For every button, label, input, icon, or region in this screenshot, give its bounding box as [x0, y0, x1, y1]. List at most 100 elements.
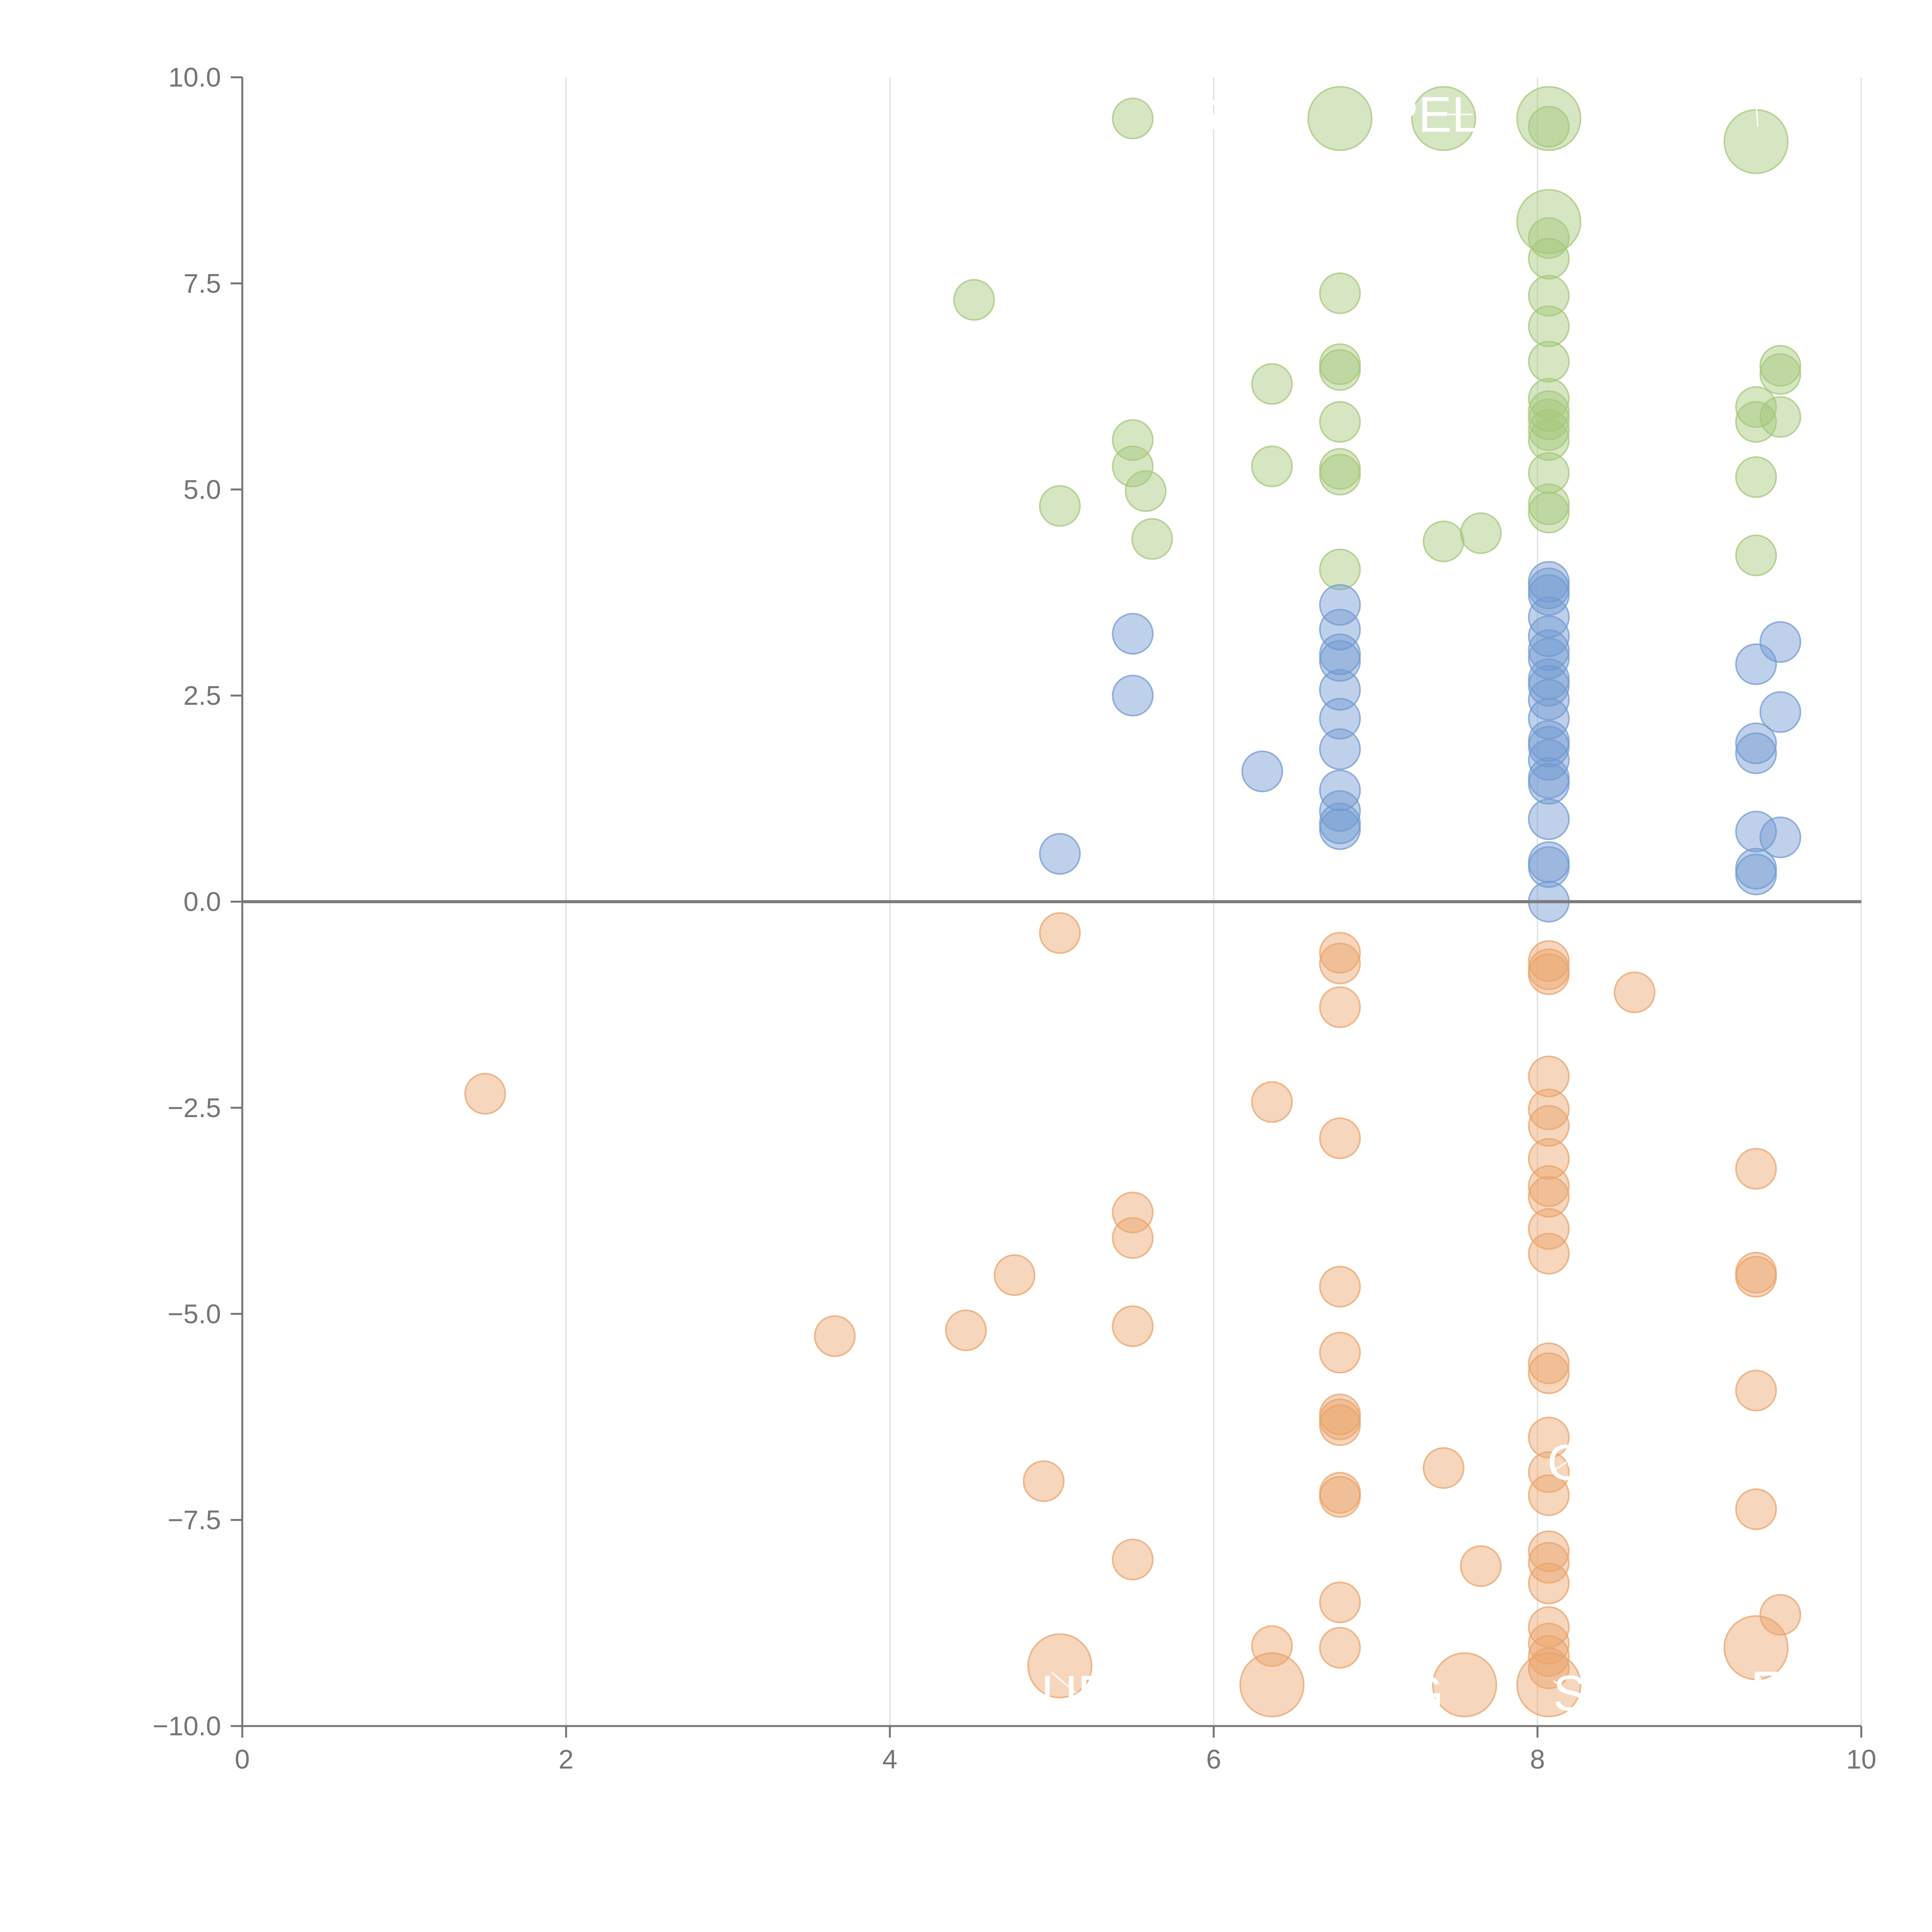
negative-point — [1528, 1176, 1570, 1218]
positive_high-point — [1112, 446, 1154, 488]
callout-label: E — [1751, 1661, 1784, 1717]
positive_low-point — [1319, 609, 1361, 651]
y-tick-label: −2.5 — [168, 1093, 221, 1123]
negative-point — [1460, 1545, 1502, 1587]
positive_high-point — [1528, 390, 1570, 432]
negative-point — [1735, 1369, 1777, 1412]
positive_high-point — [1319, 401, 1361, 443]
negative-point — [1735, 1148, 1777, 1190]
positive_high-point — [1307, 86, 1373, 151]
positive_low-point — [1319, 808, 1361, 850]
positive_high-point — [1131, 518, 1173, 560]
positive_high-point — [1125, 470, 1167, 512]
positive_high-point — [1528, 275, 1570, 317]
positive_low-point — [1528, 629, 1570, 671]
positive_low-point — [1528, 574, 1570, 616]
callout-leader-line — [1553, 1461, 1567, 1471]
negative-point — [1239, 1652, 1305, 1718]
x-tick-label: 2 — [559, 1744, 574, 1774]
positive_high-point — [1251, 446, 1293, 488]
positive_low-point — [1528, 846, 1570, 888]
negative-point — [1528, 1622, 1570, 1665]
positive_high-point — [1319, 343, 1361, 385]
negative-point — [1528, 1562, 1570, 1604]
annotation-layer: S PEL ' UE G S G E — [1041, 70, 1784, 1721]
positive_high-point — [1735, 534, 1777, 577]
positive_low-point — [1759, 816, 1801, 859]
positive_high-point — [953, 279, 995, 321]
callout-label: ' — [1751, 70, 1761, 126]
negative-point — [1528, 1451, 1570, 1493]
positive_low-point — [1241, 750, 1283, 793]
y-tick-label: 5.0 — [184, 474, 221, 505]
negative-point — [1528, 1474, 1570, 1516]
positive_low-point — [1319, 669, 1361, 711]
negative-point — [1528, 1105, 1570, 1147]
negative-point — [1528, 1233, 1570, 1275]
positive_low-point — [1735, 854, 1777, 896]
negative-point — [1027, 1633, 1093, 1699]
positive_high-point — [1528, 419, 1570, 461]
negative-point — [1319, 1117, 1361, 1159]
negative-point — [1251, 1081, 1293, 1123]
y-tick-label: −10.0 — [153, 1711, 221, 1741]
positive_low-point — [1528, 798, 1570, 840]
negative-point — [1528, 1352, 1570, 1394]
positive_high-point — [1039, 485, 1081, 527]
negative-point — [993, 1254, 1036, 1296]
positive_low-point — [1319, 697, 1361, 740]
negative-point — [1319, 1404, 1361, 1446]
y-tick-label: 7.5 — [184, 268, 221, 298]
positive_low-point — [1759, 621, 1801, 663]
positive_high-point — [1735, 386, 1777, 428]
negative-point — [464, 1073, 506, 1115]
negative-point — [1112, 1305, 1154, 1347]
negative-point — [1723, 1615, 1789, 1680]
y-tick-label: 2.5 — [184, 680, 221, 711]
callout-leader-line — [1755, 98, 1759, 127]
callout-leader-line — [1367, 1688, 1424, 1694]
negative-point — [814, 1315, 856, 1357]
callout-leader-line — [1051, 1672, 1077, 1694]
positive_high-point — [1516, 86, 1582, 151]
positive_low-point — [1319, 802, 1361, 844]
positive_low-point — [1528, 615, 1570, 657]
positive_high-point — [1411, 86, 1476, 151]
positive_low-point — [1735, 811, 1777, 853]
negative-point — [1528, 953, 1570, 995]
positive_low-point — [1528, 726, 1570, 768]
negative-point — [1516, 1652, 1582, 1718]
positive_high-point — [1319, 349, 1361, 391]
callout-label: PEL — [1385, 86, 1480, 143]
callout-label: G — [1547, 1434, 1586, 1490]
negative-point — [1432, 1652, 1497, 1718]
positive_high-point — [1528, 492, 1570, 534]
negative-point — [1528, 1606, 1570, 1648]
negative-point — [1023, 1460, 1065, 1502]
negative-point — [1319, 986, 1361, 1028]
negative-point — [1528, 1635, 1570, 1677]
positive_low-point — [1735, 732, 1777, 774]
x-tick-label: 10 — [1846, 1744, 1876, 1774]
positive_high-point — [1528, 238, 1570, 280]
positive_high-point — [1759, 345, 1801, 387]
positive_low-point — [1528, 720, 1570, 762]
y-tick-label: −5.0 — [168, 1299, 221, 1329]
x-tick-label: 4 — [883, 1744, 898, 1774]
positive_high-point — [1460, 512, 1502, 554]
negative-point — [1528, 1088, 1570, 1131]
positive_low-point — [1112, 675, 1154, 717]
positive_high-point — [1528, 305, 1570, 347]
positive_low-point — [1528, 665, 1570, 707]
y-tick-label: 0.0 — [184, 887, 221, 917]
negative-point — [1528, 1208, 1570, 1250]
positive_high-point — [1528, 409, 1570, 451]
negative-point — [1735, 1488, 1777, 1530]
negative-point — [945, 1309, 987, 1351]
negative-point — [1319, 1332, 1361, 1374]
positive_low-point — [1759, 691, 1801, 733]
positive_low-point — [1319, 640, 1361, 682]
negative-point — [1319, 1627, 1361, 1669]
negative-point — [1528, 1417, 1570, 1459]
